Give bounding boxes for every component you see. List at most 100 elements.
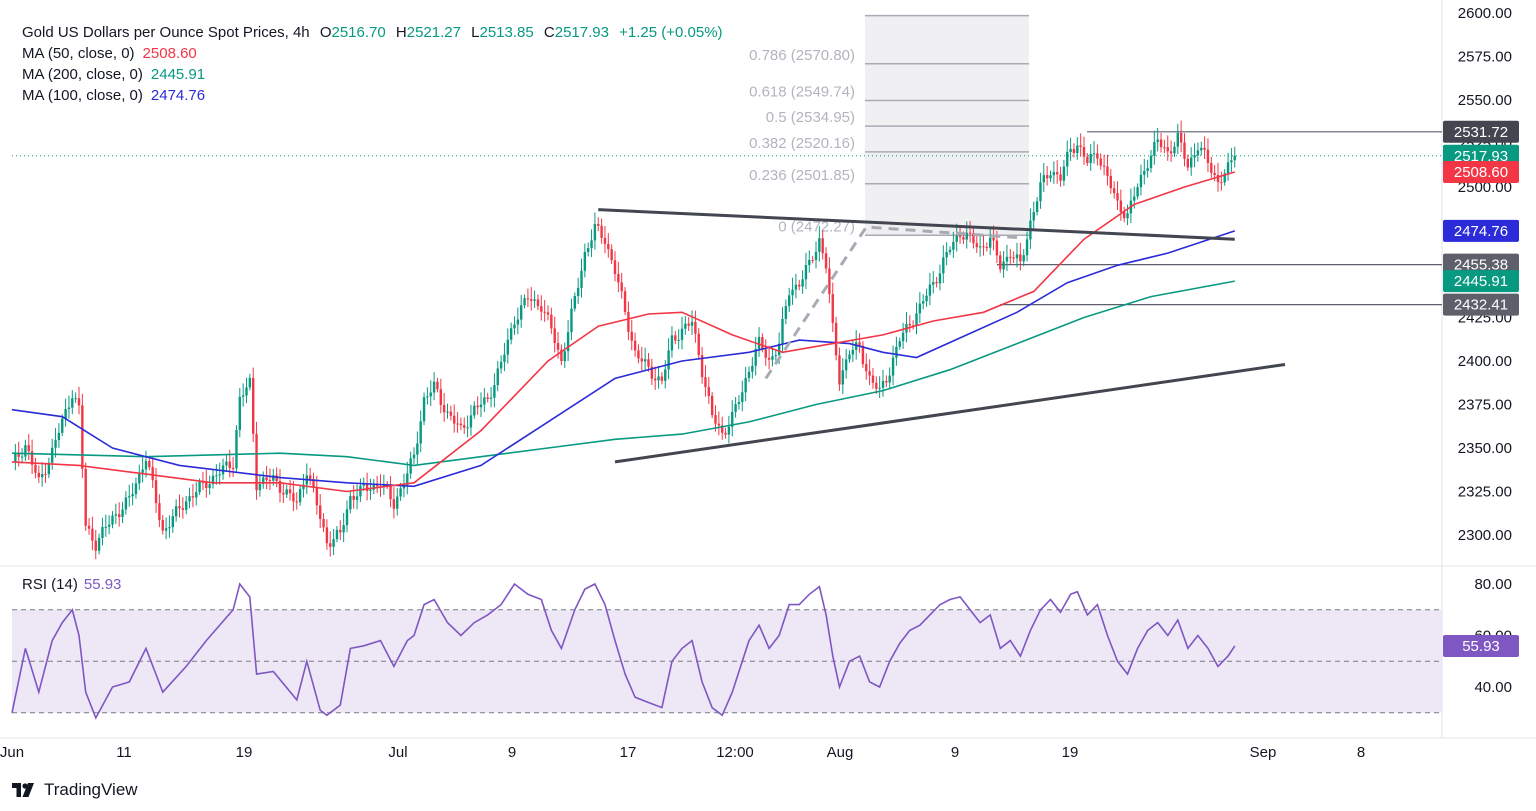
tradingview-logo[interactable]: TradingView [12, 780, 138, 800]
candle-body [1086, 156, 1089, 164]
candle-body [1049, 175, 1052, 179]
candle-body [1106, 166, 1109, 176]
candle-body [583, 251, 587, 271]
rsi-value-text: 55.93 [1462, 638, 1500, 655]
candle-body [312, 478, 315, 488]
candle-body [1082, 146, 1086, 157]
candle-body [1059, 174, 1062, 181]
candle-body [928, 284, 932, 296]
candle-body [191, 496, 195, 498]
price-tick-label: 2500.00 [1458, 179, 1512, 196]
rsi-value-box [1443, 634, 1519, 657]
candle-body [57, 432, 61, 441]
candle-body [1019, 254, 1022, 262]
candle-body [406, 473, 409, 485]
candle-body [235, 430, 238, 469]
candle-body [205, 482, 208, 488]
candle-body [483, 397, 486, 405]
candle-body [1069, 148, 1072, 152]
candle-body [1163, 147, 1166, 149]
candle-body [968, 232, 972, 234]
candle-body [868, 371, 871, 376]
candle-body [798, 284, 801, 287]
legend-ma50-row[interactable]: MA (50, close, 0) 2508.60 [22, 43, 723, 64]
candle-body [617, 274, 620, 283]
price-label-box [1443, 270, 1519, 293]
rsi-legend[interactable]: RSI (14) 55.93 [22, 576, 121, 593]
candle-body [67, 407, 71, 410]
rsi-legend-value: 55.93 [83, 576, 122, 593]
candle-body [891, 357, 895, 376]
price-tick-label: 2350.00 [1458, 440, 1512, 457]
candle-body [30, 451, 34, 465]
candle-body [195, 492, 198, 498]
candle-body [922, 301, 925, 304]
candle-body [275, 475, 278, 481]
candle-body [84, 468, 87, 526]
candle-body [764, 349, 767, 358]
candle-body [767, 357, 771, 360]
candle-body [1042, 175, 1045, 183]
candle-body [520, 305, 523, 320]
candle-body [570, 308, 573, 333]
candle-body [342, 525, 345, 533]
candle-body [185, 501, 188, 510]
candle-body [1216, 174, 1220, 183]
candle-body [372, 484, 375, 490]
candle-body [945, 252, 948, 258]
candle-body [811, 259, 814, 261]
candle-body [453, 415, 456, 424]
candle-body [255, 433, 258, 491]
candle-body [526, 298, 530, 300]
candle-body [322, 518, 325, 528]
candle-body [717, 423, 721, 426]
candle-body [27, 445, 30, 452]
candle-body [865, 364, 868, 372]
time-tick-label: Jul [388, 744, 407, 761]
legend-ma200-row[interactable]: MA (200, close, 0) 2445.91 [22, 64, 723, 85]
candle-body [392, 499, 396, 509]
candle-body [499, 361, 503, 369]
candle-body [365, 484, 369, 492]
candle-body [613, 260, 617, 275]
candle-body [978, 246, 982, 248]
candle-body [938, 273, 942, 284]
candle-body [1210, 162, 1213, 173]
candle-body [1179, 132, 1183, 143]
candle-body [1039, 182, 1042, 202]
candle-body [1133, 196, 1136, 201]
candle-body [329, 543, 332, 547]
candle-body [901, 332, 905, 342]
candle-body [1015, 254, 1019, 259]
candle-body [1149, 155, 1153, 169]
candle-body [674, 335, 677, 341]
candle-body [1159, 139, 1163, 148]
candle-body [1119, 200, 1123, 213]
fib-label: 0.5 (2534.95) [766, 109, 855, 126]
candle-body [174, 506, 178, 517]
candle-body [1200, 147, 1203, 151]
candle-body [958, 235, 962, 238]
candle-body [607, 243, 610, 250]
candle-body [1126, 213, 1129, 219]
candle-body [47, 462, 51, 475]
candle-body [838, 355, 841, 385]
candle-body [536, 299, 540, 307]
candle-body [690, 321, 694, 326]
candle-body [489, 397, 493, 399]
candle-body [262, 477, 265, 485]
candle-body [697, 333, 700, 356]
candle-body [620, 282, 623, 292]
candle-body [1173, 146, 1176, 154]
candle-body [1056, 172, 1059, 175]
candle-body [61, 418, 64, 433]
candle-body [1012, 257, 1015, 259]
candle-body [1166, 147, 1169, 152]
fib-label: 0.236 (2501.85) [749, 167, 855, 184]
candle-body [355, 496, 359, 500]
legend-ma100-row[interactable]: MA (100, close, 0) 2474.76 [22, 85, 723, 106]
candle-body [151, 467, 154, 481]
candle-body [670, 335, 674, 351]
candle-body [114, 514, 118, 516]
